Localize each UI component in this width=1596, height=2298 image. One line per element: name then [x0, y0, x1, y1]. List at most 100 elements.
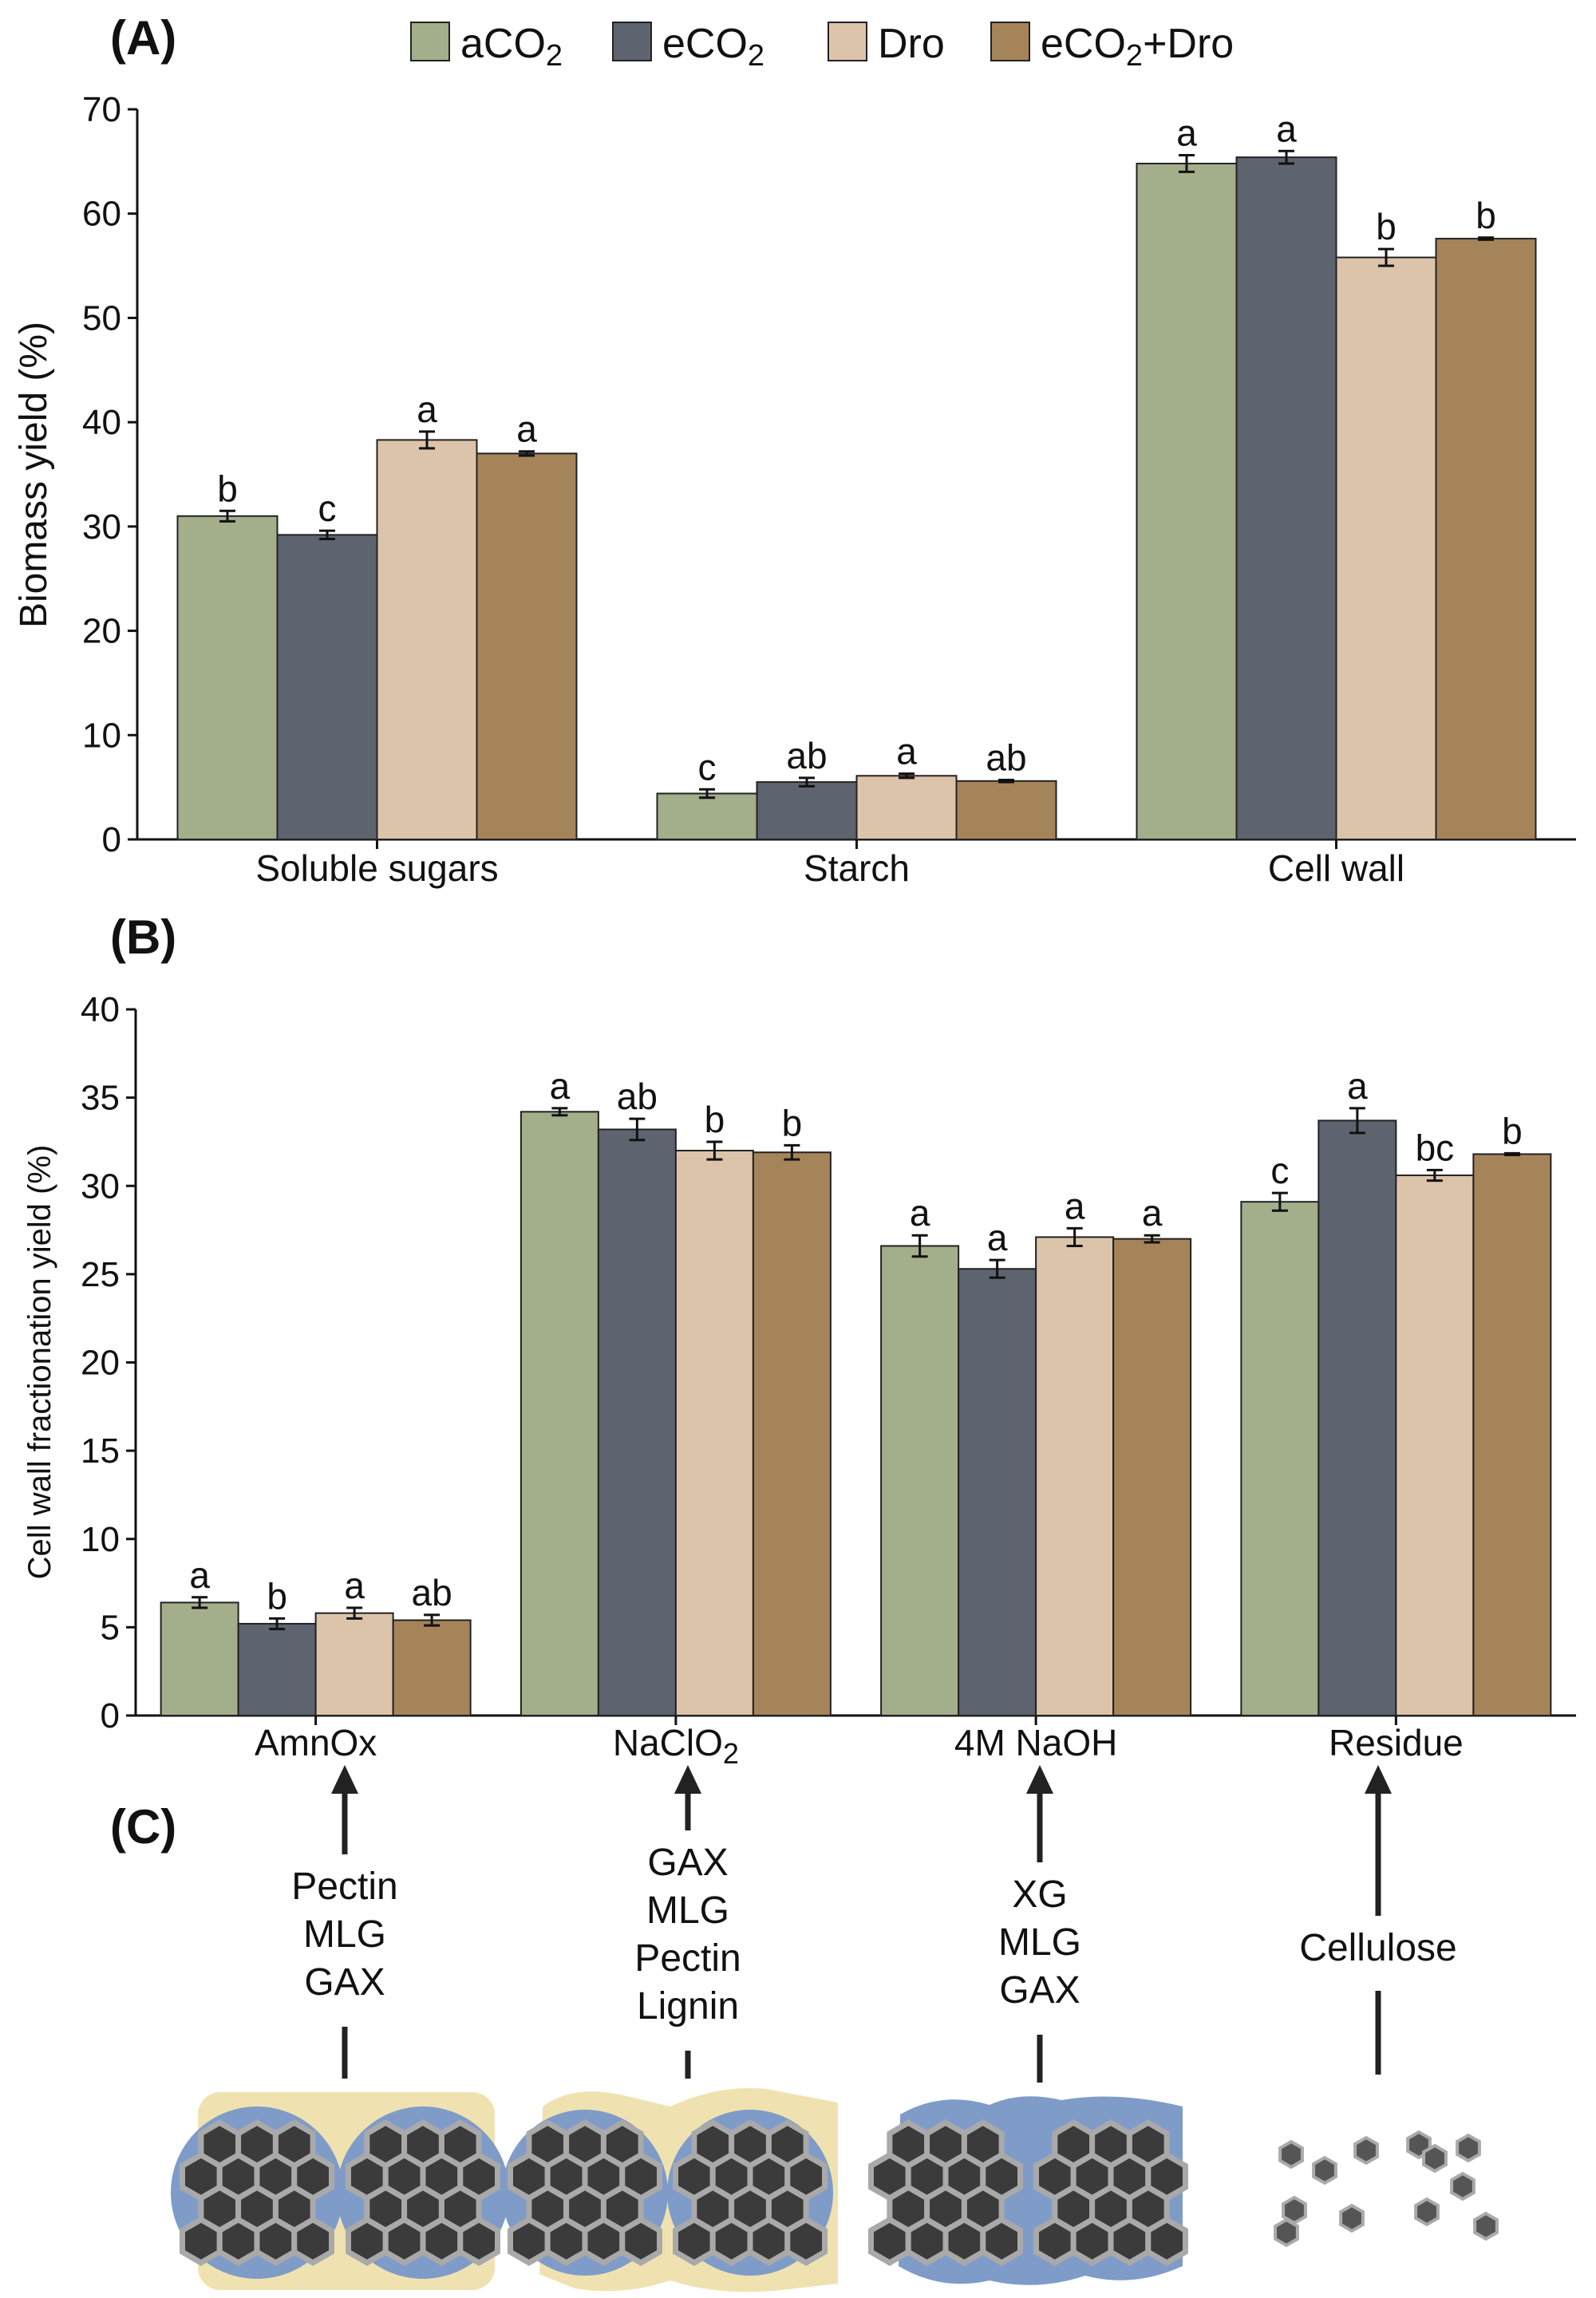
- error-bar: [629, 1117, 646, 1142]
- bar-eco2-dro: [392, 1619, 472, 1717]
- cellulose-microfibril-cluster: [868, 2119, 1023, 2266]
- bar-eco2-dro: [1112, 1238, 1192, 1716]
- significance-letter: b: [705, 1099, 725, 1140]
- cellulose-fragment-icon: [1353, 2135, 1379, 2166]
- subscript: 2: [748, 39, 764, 73]
- bar-eco2-dro: [476, 452, 578, 840]
- bar-aco2: [176, 515, 279, 840]
- bar-eco2: [237, 1622, 317, 1716]
- bar-eco2-dro: [1435, 238, 1537, 841]
- significance-letter: a: [910, 1192, 930, 1234]
- error-bar: [911, 1234, 928, 1258]
- microfibril-icon: [216, 2216, 260, 2266]
- microfibril-icon: [980, 2216, 1023, 2266]
- arrow-head-icon: [1365, 1765, 1392, 1794]
- component-label: GAX: [304, 1961, 385, 2004]
- error-bar: [998, 778, 1014, 784]
- error-bar: [419, 430, 435, 450]
- bar-aco2: [519, 1111, 599, 1716]
- error-bar: [1349, 1107, 1365, 1135]
- error-bar: [899, 772, 915, 780]
- y-tick-label: 20: [81, 1344, 120, 1383]
- legend-label: eCO2: [662, 21, 764, 73]
- panel-a-y-axis-title: Biomass yield (%): [13, 322, 55, 628]
- panel-c-label: (C): [110, 1800, 176, 1854]
- bar-dro: [376, 439, 478, 840]
- x-category-label: Starch: [804, 847, 910, 889]
- microfibril-icon: [508, 2216, 551, 2266]
- error-bar: [1278, 149, 1294, 165]
- fraction-component-group: Pectin MLG GAX: [291, 1765, 398, 2079]
- x-category-label: Cell wall: [1268, 847, 1404, 889]
- significance-letter: ab: [412, 1572, 452, 1613]
- component-label: MLG: [303, 1913, 386, 1956]
- error-bar: [1378, 247, 1394, 267]
- x-category-label: 4M NaOH: [954, 1722, 1117, 1763]
- bar-eco2: [958, 1268, 1037, 1717]
- cellulose-fragment-icon: [1312, 2155, 1337, 2185]
- y-tick-label: 30: [81, 1167, 120, 1206]
- panel-b-label: (B): [110, 910, 176, 964]
- microfibril-icon: [1145, 2216, 1188, 2266]
- significance-letter: b: [1502, 1110, 1523, 1151]
- significance-letter: a: [1347, 1065, 1368, 1107]
- subscript: 2: [1126, 39, 1143, 73]
- y-tick-label: 5: [101, 1608, 120, 1647]
- bar-eco2: [1235, 156, 1337, 840]
- y-tick-label: 30: [82, 507, 121, 547]
- significance-letter: ab: [986, 736, 1026, 778]
- component-label: Lignin: [637, 1985, 739, 2028]
- cellulose-fragment-icon: [1450, 2171, 1476, 2201]
- cellulose-fragment-icon: [1414, 2197, 1440, 2227]
- error-bar: [346, 1606, 363, 1620]
- legend-swatch: [990, 22, 1030, 61]
- cellulose-fragment-icon: [1339, 2203, 1365, 2233]
- error-bar: [799, 776, 815, 788]
- microfibril-icon: [457, 2216, 500, 2266]
- y-tick-label: 15: [81, 1431, 120, 1471]
- suffix: +Dro: [1143, 21, 1234, 67]
- significance-letter: a: [189, 1554, 210, 1596]
- y-tick-label: 70: [82, 90, 121, 129]
- microfibril-icon: [346, 2216, 389, 2266]
- component-label: MLG: [998, 1921, 1081, 1964]
- cellulose-microfibril-cluster: [180, 2119, 334, 2266]
- panel-b: (B) Cell wall fractionation yield (%) 0 5…: [22, 910, 1576, 1770]
- fraction-component-group: Cellulose: [1299, 1765, 1457, 2075]
- bar-eco2: [276, 534, 378, 840]
- microfibril-icon: [1033, 2216, 1077, 2266]
- bar-dro: [314, 1612, 394, 1717]
- cellulose-fragment-icon: [1278, 2139, 1304, 2170]
- subscript: 2: [546, 39, 563, 73]
- microfibril-icon: [905, 2216, 949, 2266]
- error-bar: [784, 1143, 800, 1161]
- bar-eco2-dro: [752, 1151, 832, 1716]
- significance-letter: a: [516, 409, 537, 450]
- y-tick-label: 40: [81, 990, 120, 1029]
- component-label: MLG: [646, 1889, 729, 1932]
- microfibril-icon: [291, 2216, 334, 2266]
- cellulose-microfibril-cluster: [346, 2119, 500, 2266]
- significance-letter: a: [1065, 1185, 1085, 1226]
- x-category-label: AmnOx: [255, 1722, 377, 1763]
- microfibril-icon: [784, 2216, 828, 2266]
- microfibril-icon: [868, 2216, 911, 2266]
- y-tick-label: 10: [82, 716, 121, 755]
- cellulose-fragment-icon: [1456, 2133, 1481, 2163]
- x-category-label: NaClO2: [613, 1722, 739, 1770]
- bar-eco2-dro: [1472, 1153, 1552, 1717]
- significance-letter: a: [344, 1565, 365, 1606]
- bar-dro: [1035, 1236, 1115, 1716]
- cell-wall-illustration-alkali: [868, 2096, 1188, 2285]
- error-bar: [1503, 1151, 1520, 1157]
- bar-eco2: [756, 781, 858, 840]
- bar-aco2: [880, 1245, 960, 1716]
- error-bar: [319, 529, 335, 541]
- significance-letter: a: [1142, 1192, 1163, 1234]
- significance-letter: bc: [1416, 1127, 1455, 1168]
- bar-dro: [1335, 256, 1437, 841]
- arrow-head-icon: [331, 1765, 358, 1794]
- y-tick-label: 0: [102, 820, 121, 859]
- bar-eco2: [1317, 1119, 1397, 1716]
- significance-letter: a: [417, 389, 437, 430]
